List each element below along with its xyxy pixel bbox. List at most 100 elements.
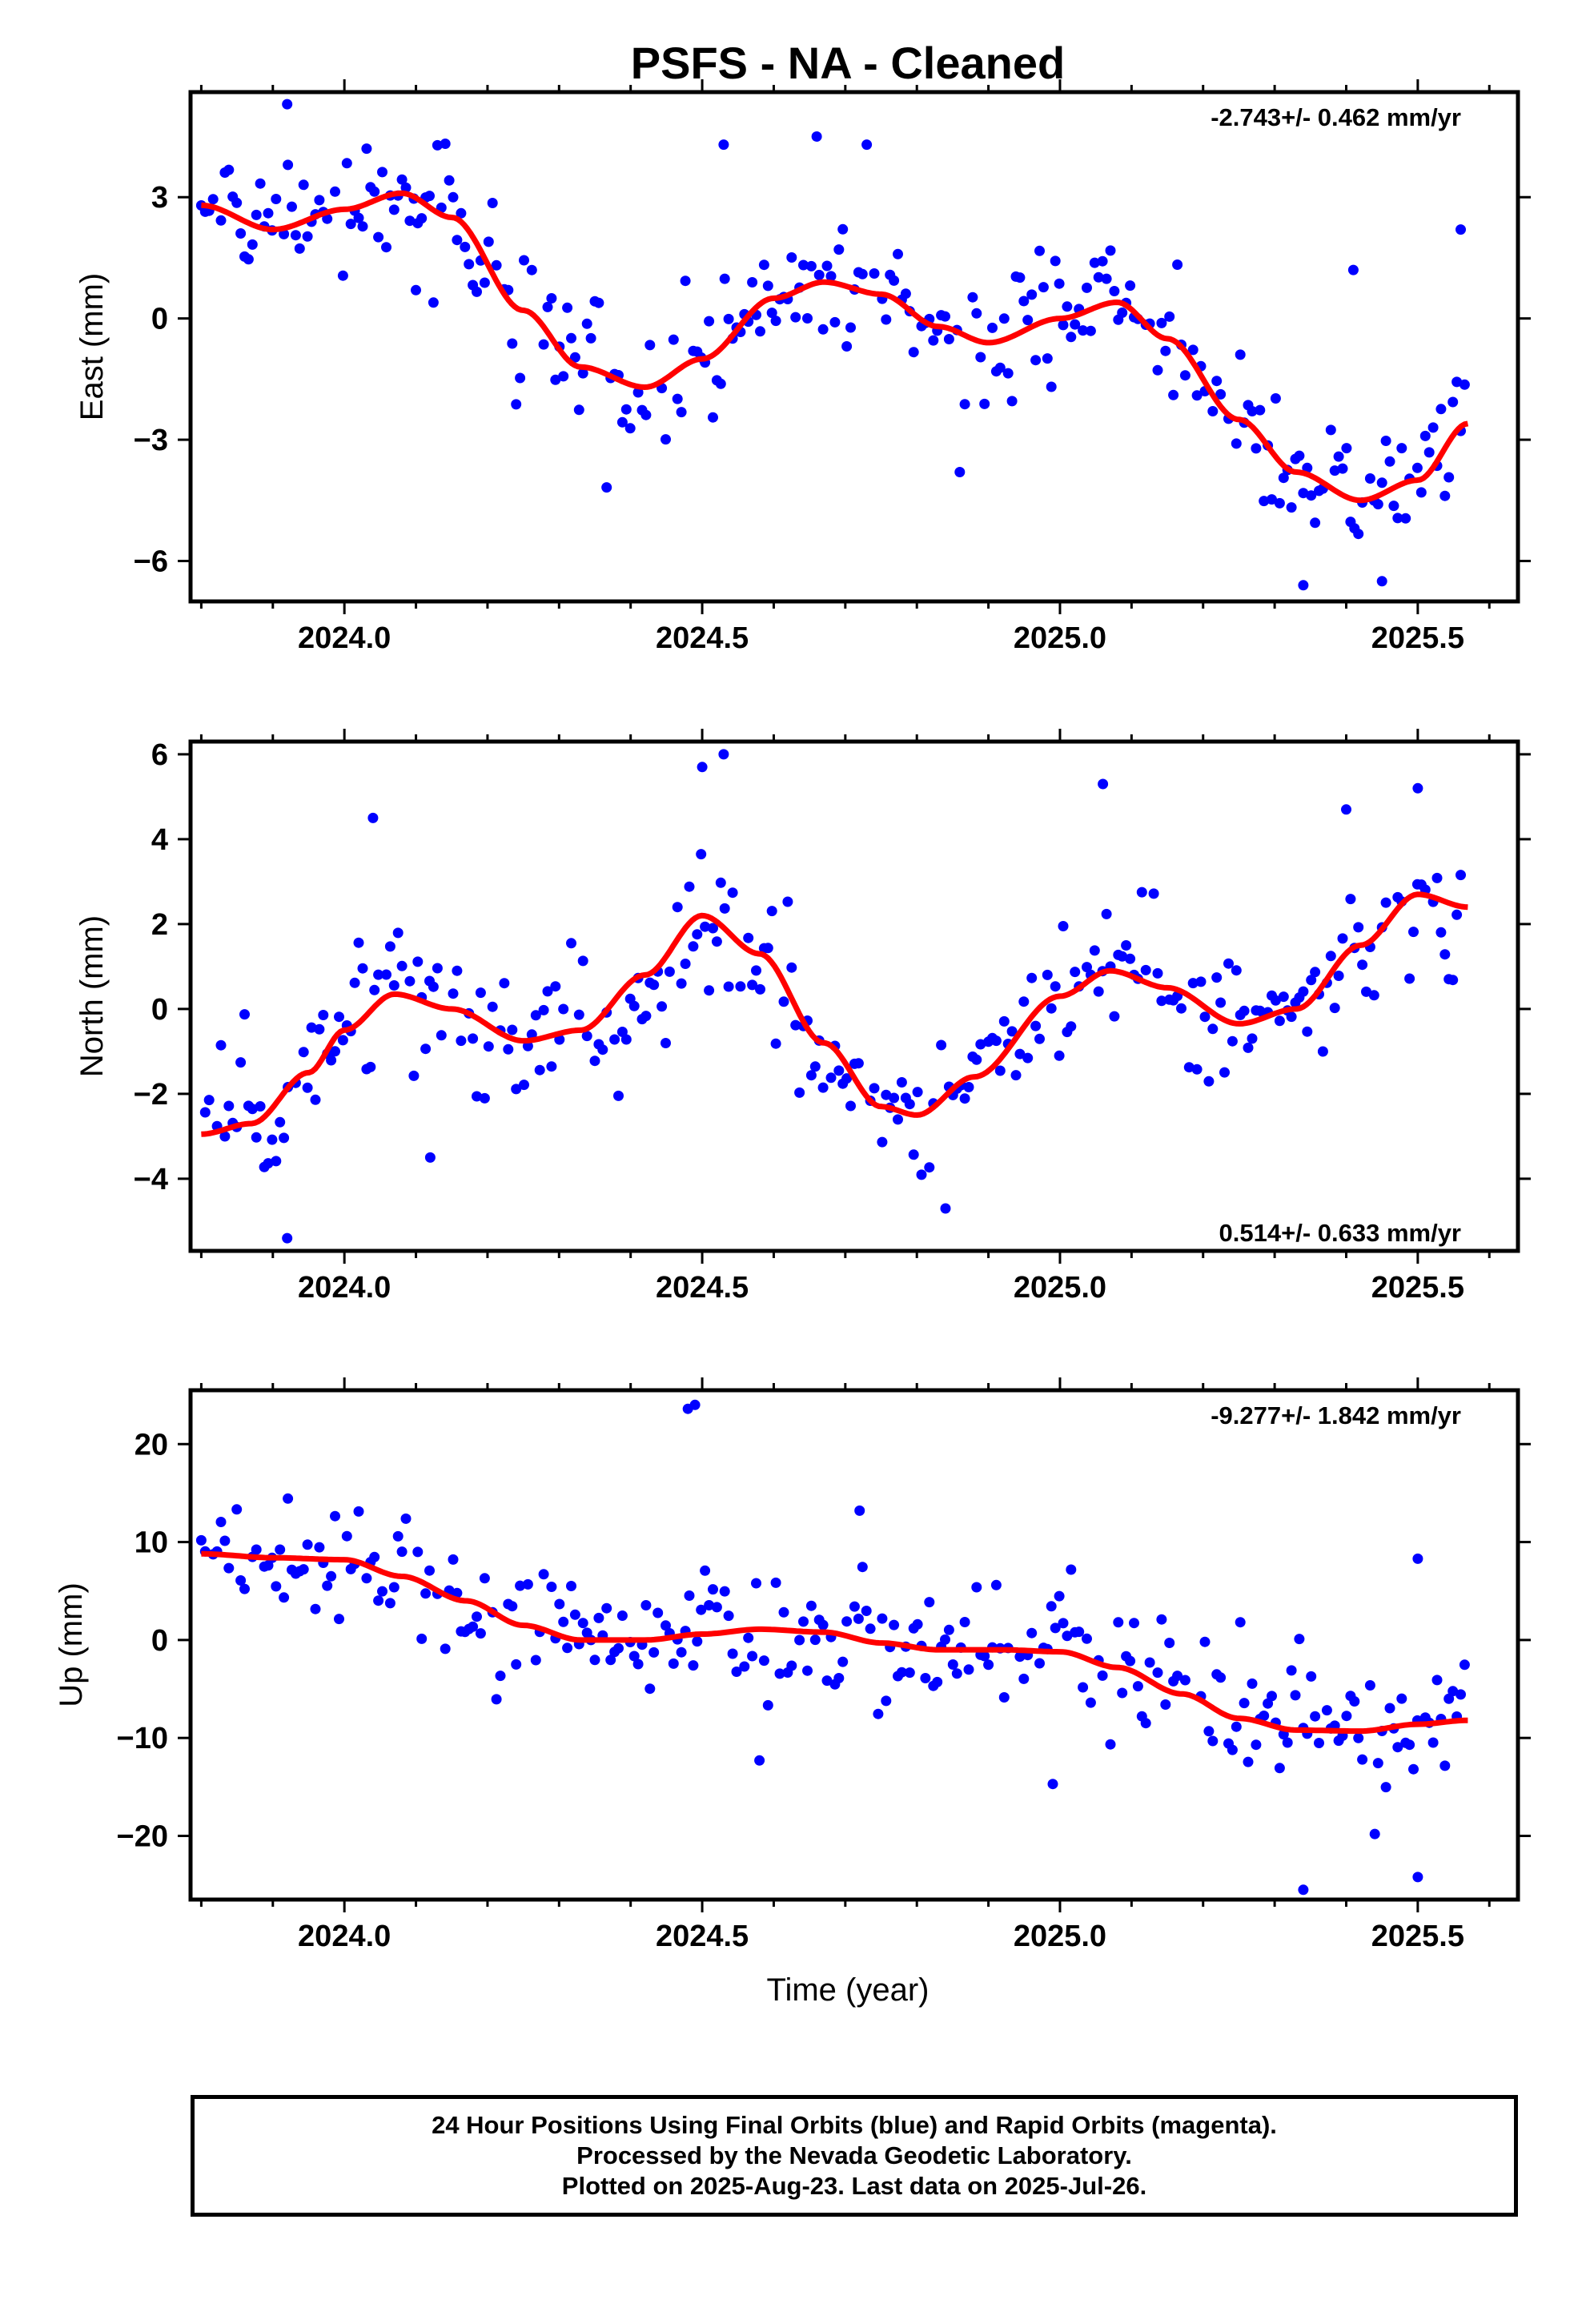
data-point: [302, 231, 313, 242]
data-point: [1447, 1686, 1459, 1697]
data-point: [688, 1660, 699, 1671]
data-point: [1349, 1696, 1360, 1707]
y-tick-label: −2: [134, 1078, 168, 1112]
data-point: [601, 1602, 612, 1614]
data-point: [302, 1539, 313, 1550]
data-point: [483, 236, 494, 247]
data-point: [503, 1043, 514, 1055]
data-point: [566, 1581, 576, 1591]
data-point: [279, 1132, 290, 1144]
data-point: [805, 260, 817, 271]
data-point: [373, 1595, 384, 1606]
data-point: [1282, 1737, 1293, 1748]
data-point: [1030, 1020, 1042, 1031]
y-tick-label: −3: [134, 424, 168, 457]
data-point: [1050, 255, 1061, 267]
data-point: [1452, 909, 1463, 920]
data-point: [1376, 576, 1387, 587]
caption-line-3: Plotted on 2025-Aug-23. Last data on 202…: [561, 2172, 1147, 2200]
data-point: [322, 1580, 333, 1591]
data-point: [833, 244, 845, 255]
data-point: [1456, 1689, 1466, 1700]
data-point: [1097, 1670, 1108, 1681]
data-point: [550, 374, 561, 385]
data-point: [754, 1755, 765, 1766]
data-point: [1058, 921, 1069, 931]
data-point: [314, 195, 325, 206]
data-point: [408, 1070, 420, 1081]
data-point: [1172, 259, 1183, 270]
data-point: [849, 1601, 860, 1612]
data-point: [640, 409, 652, 420]
data-point: [566, 938, 576, 949]
data-point: [400, 182, 412, 193]
data-point: [688, 941, 699, 952]
data-point: [1113, 1617, 1124, 1628]
up-fit-layer: [201, 1550, 1468, 1735]
data-point: [1034, 245, 1045, 256]
data-point: [345, 219, 356, 230]
data-point: [452, 235, 463, 246]
data-point: [747, 277, 758, 287]
data-point: [1046, 381, 1057, 392]
data-point: [1427, 1737, 1439, 1748]
data-point: [1294, 450, 1305, 461]
data-point: [854, 1505, 865, 1516]
up-plot-frame: [188, 1388, 1520, 1902]
data-point: [349, 977, 360, 988]
data-point: [731, 1667, 742, 1677]
data-point: [558, 371, 569, 382]
data-point: [581, 318, 592, 329]
data-point: [581, 1031, 592, 1042]
data-point: [959, 399, 970, 410]
data-point: [719, 1586, 730, 1597]
data-point: [861, 1606, 872, 1616]
data-point: [353, 937, 364, 948]
data-point: [979, 1651, 990, 1662]
data-point: [400, 1513, 412, 1524]
data-point: [1085, 325, 1096, 336]
data-point: [770, 1577, 781, 1588]
data-point: [306, 1022, 317, 1033]
data-point: [384, 1598, 396, 1609]
data-point: [255, 1101, 266, 1112]
data-point: [219, 1131, 231, 1142]
data-point: [1050, 1622, 1061, 1634]
data-point: [1364, 1680, 1375, 1691]
data-point: [1191, 390, 1203, 401]
data-point: [1412, 1872, 1423, 1883]
data-point: [1199, 1011, 1211, 1023]
data-point: [440, 139, 451, 149]
data-point: [718, 139, 729, 151]
data-point: [747, 1651, 758, 1662]
data-point: [798, 1616, 809, 1627]
data-point: [1247, 1678, 1258, 1689]
data-point: [1372, 1758, 1383, 1769]
data-point: [1078, 1682, 1089, 1693]
data-point: [723, 981, 734, 992]
data-point: [231, 1504, 243, 1515]
data-point: [1345, 894, 1356, 905]
figure-title: PSFS - NA - Cleaned: [631, 38, 1065, 88]
data-point: [1255, 404, 1266, 416]
data-point: [271, 1581, 282, 1592]
data-point: [341, 158, 352, 169]
data-point: [396, 1546, 408, 1558]
data-point: [239, 1583, 250, 1594]
data-point: [1227, 1744, 1238, 1755]
data-point: [511, 1659, 522, 1670]
y-tick-label: −20: [117, 1820, 168, 1854]
data-point: [558, 1003, 569, 1015]
data-point: [680, 275, 691, 287]
data-point: [1317, 1046, 1328, 1057]
data-point: [1423, 447, 1435, 458]
data-point: [644, 340, 656, 351]
data-point: [243, 254, 254, 265]
data-point: [1298, 488, 1309, 499]
data-point: [491, 259, 502, 271]
data-point: [538, 1004, 549, 1015]
data-point: [802, 313, 813, 324]
data-point: [546, 293, 557, 304]
data-point: [975, 1039, 986, 1050]
data-point: [1231, 1721, 1242, 1732]
